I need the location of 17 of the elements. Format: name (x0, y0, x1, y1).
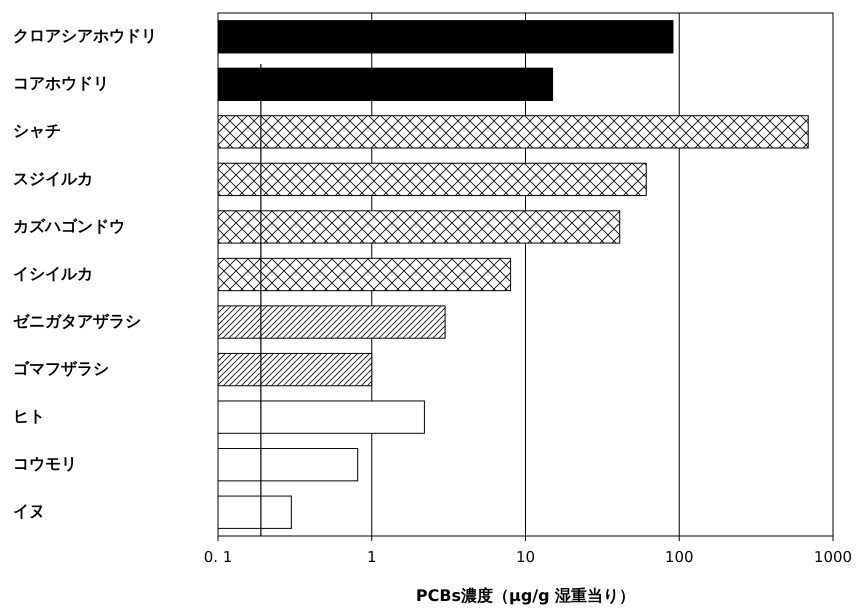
y-tick-label: シャチ (13, 121, 61, 140)
y-tick-label: ゼニガタアザラシ (13, 311, 141, 330)
x-tick-label: 1000 (814, 548, 852, 566)
y-tick-label: コウモリ (13, 454, 77, 474)
x-tick-label: 100 (664, 548, 694, 566)
x-tick-label: 0. 1 (204, 548, 232, 566)
x-tick-label: 10 (516, 548, 536, 566)
y-tick-label: ゴマフザラシ (13, 358, 109, 378)
y-tick-label: コアホウドリ (13, 74, 109, 93)
y-tick-label: イシイルカ (13, 264, 93, 283)
x-axis-title: PCBs濃度（μg/g 湿重当り） (416, 586, 636, 605)
y-tick-label: カズハゴンドウ (13, 216, 125, 236)
y-tick-label: クロアシアホウドリ (13, 26, 157, 46)
x-tick-label: 1 (366, 548, 377, 566)
y-tick-label: ヒト (13, 406, 45, 426)
y-tick-label: イヌ (13, 502, 45, 521)
y-tick-label: スジイルカ (13, 168, 93, 188)
